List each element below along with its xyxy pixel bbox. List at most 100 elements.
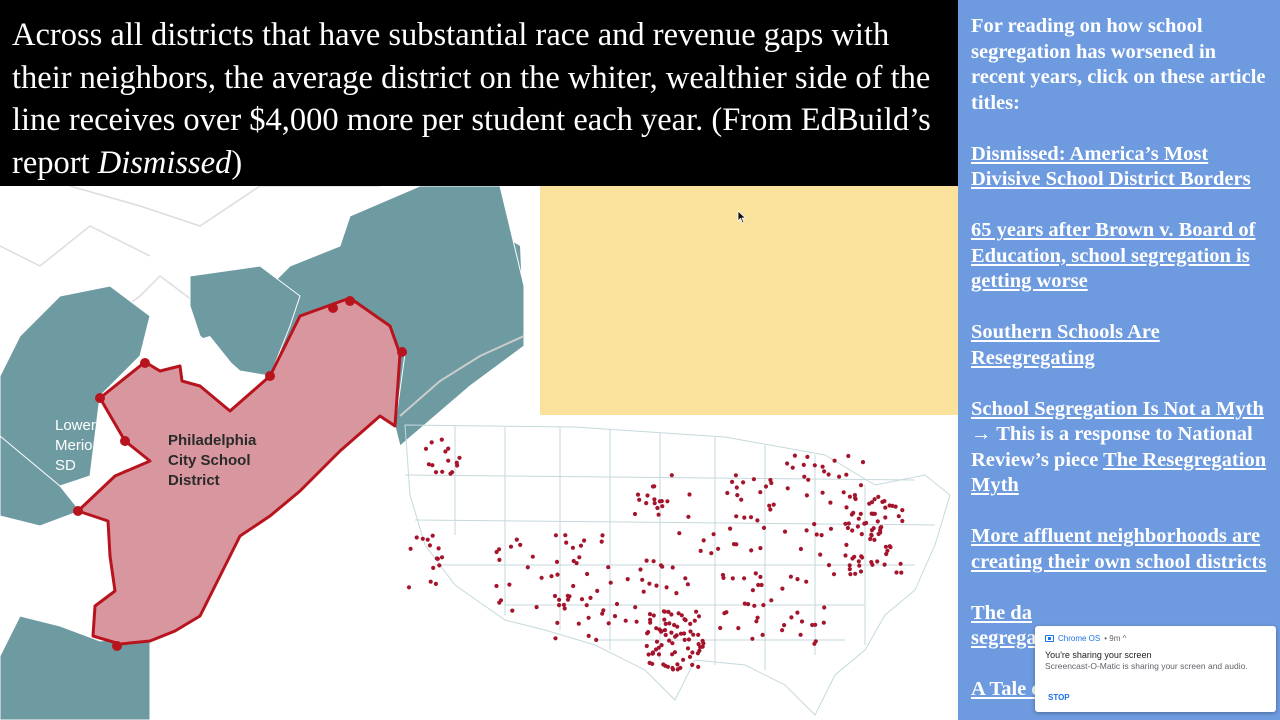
district-dot	[780, 628, 785, 633]
district-dot	[623, 618, 628, 623]
district-dot	[632, 511, 638, 517]
district-dot	[595, 588, 600, 593]
district-dot	[871, 526, 876, 531]
district-dot	[820, 490, 825, 495]
district-dot	[687, 654, 693, 659]
district-dot	[530, 554, 535, 559]
district-dot	[756, 582, 761, 588]
district-dot	[571, 558, 576, 564]
district-dot	[730, 576, 735, 581]
district-dot	[677, 531, 682, 536]
district-dot	[651, 559, 656, 564]
lower-merion-label-line: Lower	[55, 417, 96, 434]
district-dot	[427, 543, 432, 548]
district-dot	[437, 563, 442, 568]
district-dot	[819, 533, 824, 538]
district-dot	[822, 469, 827, 474]
district-dot	[853, 571, 858, 576]
district-dot	[789, 615, 794, 620]
article-link-not-a-myth[interactable]: School Segregation Is Not a Myth	[971, 397, 1264, 420]
district-dot	[750, 588, 755, 593]
district-dot	[497, 547, 502, 552]
district-dot	[640, 577, 645, 582]
district-dot	[406, 585, 412, 590]
article-link-resegregation-myth[interactable]: The Resegregation Myth	[971, 448, 1267, 497]
article-note: → This is a response to National Review’…	[971, 423, 1253, 471]
district-dot	[494, 549, 499, 555]
district-dot	[763, 484, 769, 489]
district-dot	[650, 484, 656, 489]
district-dot	[741, 480, 746, 485]
district-dot	[828, 500, 833, 505]
district-dot	[843, 553, 848, 558]
district-dot	[767, 503, 772, 508]
district-dot	[755, 615, 760, 620]
district-dot	[720, 572, 726, 578]
district-dot	[742, 601, 747, 606]
district-dot	[722, 611, 727, 616]
district-dot	[669, 630, 674, 635]
district-dot	[860, 460, 866, 465]
district-dot	[750, 636, 755, 641]
district-dot	[795, 610, 800, 615]
district-dot	[685, 646, 691, 651]
district-dot	[846, 521, 851, 526]
district-dot	[534, 605, 539, 610]
article-link-partial-continued[interactable]: segrega	[971, 627, 1037, 649]
district-dot	[430, 533, 435, 538]
district-dot	[561, 602, 566, 607]
district-dot	[439, 437, 444, 442]
district-dot	[771, 502, 776, 507]
district-dot	[847, 567, 852, 572]
district-dot	[678, 631, 684, 636]
district-dot	[792, 453, 797, 458]
district-dot	[576, 621, 581, 626]
headline-text: Across all districts that have substanti…	[12, 17, 931, 181]
district-dot	[675, 624, 680, 629]
district-dot	[571, 583, 576, 589]
article-link-partial[interactable]: The da	[971, 601, 1032, 624]
district-dot	[510, 608, 515, 613]
district-dot	[686, 514, 691, 519]
district-dot	[761, 525, 767, 530]
article-link-dismissed[interactable]: Dismissed: America’s Most Divisive Schoo…	[971, 142, 1251, 191]
district-dot	[652, 501, 657, 506]
district-dot	[879, 525, 884, 530]
district-dot	[832, 458, 837, 463]
district-dot	[646, 652, 651, 657]
district-dot	[667, 621, 672, 626]
stop-sharing-button[interactable]: STOP	[1048, 693, 1070, 702]
district-dot	[899, 570, 904, 575]
article-link-65-years-after-brown[interactable]: 65 years after Brown v. Board of Educati…	[971, 219, 1256, 292]
district-dot	[847, 563, 852, 568]
notification-body: Screencast-O-Matic is sharing your scree…	[1045, 661, 1248, 671]
district-dot	[638, 567, 643, 572]
district-dot	[665, 664, 670, 669]
article-link-southern-schools[interactable]: Southern Schools Are Resegregating	[971, 321, 1160, 369]
district-dot	[696, 642, 701, 647]
district-dot	[553, 636, 558, 641]
district-dot	[818, 552, 823, 557]
district-dot	[577, 555, 582, 560]
district-dot	[691, 632, 696, 637]
district-dot	[828, 526, 834, 531]
district-dot	[656, 512, 661, 517]
district-dot	[435, 556, 440, 561]
district-dot	[660, 504, 665, 509]
district-dot	[670, 641, 675, 646]
district-dot	[585, 571, 590, 577]
district-dot	[883, 544, 888, 549]
district-dot	[858, 483, 864, 488]
district-dot	[751, 477, 756, 482]
district-dot	[565, 593, 570, 598]
district-dot	[645, 493, 650, 498]
district-dot	[657, 627, 662, 632]
district-dot	[725, 490, 730, 496]
district-dot	[841, 490, 846, 495]
district-dot	[656, 645, 661, 650]
district-dot	[655, 505, 660, 511]
article-link-affluent-neighborhoods[interactable]: More affluent neighborhoods are creating…	[971, 525, 1267, 573]
district-dot	[675, 662, 680, 667]
district-dot	[858, 511, 863, 516]
district-dot	[898, 561, 903, 566]
